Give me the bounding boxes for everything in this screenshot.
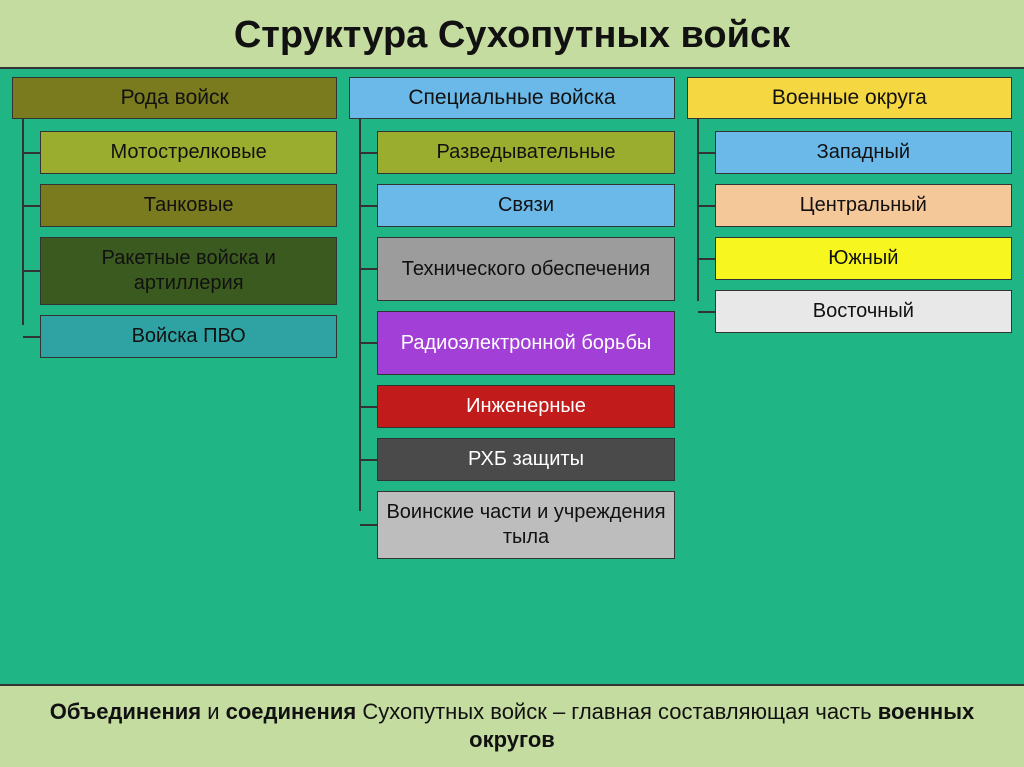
org-box: Восточный	[715, 290, 1012, 333]
column-2: Военные округа Западный Центральный Южный Во…	[687, 77, 1012, 676]
horizontal-connector	[698, 152, 716, 154]
page-title: Структура Сухопутных войск	[0, 14, 1024, 57]
org-box: Западный	[715, 131, 1012, 174]
footer-bar: Объединения и соединения Сухопутных войс…	[0, 684, 1024, 767]
connector-column	[349, 131, 377, 676]
horizontal-connector	[698, 311, 716, 313]
column-header: Военные округа	[687, 77, 1012, 119]
title-bar: Структура Сухопутных войск	[0, 0, 1024, 69]
org-box: Инженерные	[377, 385, 674, 428]
horizontal-connector	[360, 268, 378, 270]
org-box: РХБ защиты	[377, 438, 674, 481]
footer-text: Объединения и соединения Сухопутных войс…	[8, 698, 1016, 755]
items-column: Западный Центральный Южный Восточный	[715, 131, 1012, 676]
horizontal-connector	[360, 152, 378, 154]
horizontal-connector	[360, 524, 378, 526]
footer-b1: Объединения	[50, 699, 201, 724]
vertical-connector	[359, 119, 361, 511]
horizontal-connector	[360, 342, 378, 344]
org-box: Связи	[377, 184, 674, 227]
tree-area: Западный Центральный Южный Восточный	[687, 131, 1012, 676]
horizontal-connector	[23, 152, 41, 154]
footer-s1: и	[201, 699, 226, 724]
horizontal-connector	[23, 336, 41, 338]
items-column: Мотострелковые Танковые Ракетные войска и …	[40, 131, 337, 676]
horizontal-connector	[698, 205, 716, 207]
org-box: Ракетные войска и артиллерия	[40, 237, 337, 305]
org-box: Воинские части и учреждения тыла	[377, 491, 674, 559]
horizontal-connector	[698, 258, 716, 260]
horizontal-connector	[360, 406, 378, 408]
vertical-connector	[22, 119, 24, 325]
column-0: Рода войск Мотострелковые Танковые Ракетные…	[12, 77, 337, 676]
tree-area: Разведывательные Связи Технического обеспе…	[349, 131, 674, 676]
vertical-connector	[697, 119, 699, 301]
column-1: Специальные войска Разведывательные Связи Т…	[349, 77, 674, 676]
horizontal-connector	[360, 205, 378, 207]
org-box: Разведывательные	[377, 131, 674, 174]
column-header: Рода войск	[12, 77, 337, 119]
tree-area: Мотострелковые Танковые Ракетные войска и …	[12, 131, 337, 676]
org-box: Южный	[715, 237, 1012, 280]
horizontal-connector	[360, 459, 378, 461]
horizontal-connector	[23, 205, 41, 207]
horizontal-connector	[23, 270, 41, 272]
diagram-body: Рода войск Мотострелковые Танковые Ракетные…	[0, 69, 1024, 684]
org-box: Радиоэлектронной борьбы	[377, 311, 674, 375]
org-box: Мотострелковые	[40, 131, 337, 174]
org-box: Войска ПВО	[40, 315, 337, 358]
column-header: Специальные войска	[349, 77, 674, 119]
connector-column	[12, 131, 40, 676]
org-box: Центральный	[715, 184, 1012, 227]
footer-s2: Сухопутных войск – главная составляющая …	[356, 699, 878, 724]
org-box: Технического обеспечения	[377, 237, 674, 301]
connector-column	[687, 131, 715, 676]
items-column: Разведывательные Связи Технического обеспе…	[377, 131, 674, 676]
org-box: Танковые	[40, 184, 337, 227]
footer-b2: соединения	[226, 699, 357, 724]
